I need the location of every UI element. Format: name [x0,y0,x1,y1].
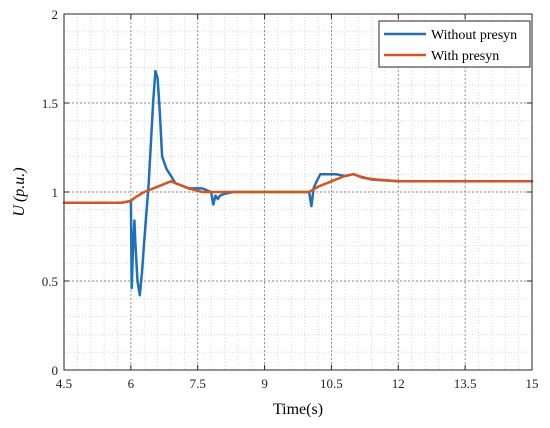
y-axis-label-unit: (p.u.) [11,167,28,202]
x-tick-label: 6 [128,376,135,391]
x-tick-label: 12 [392,376,405,391]
x-tick-label: 10.5 [320,376,343,391]
x-tick-label: 9 [261,376,268,391]
y-axis-label: U (p.u.) [11,167,28,216]
series-layer [62,69,534,297]
x-axis-label: Time(s) [273,401,323,418]
legend: Without presyn With presyn [378,20,531,68]
y-tick-label: 0 [52,363,59,378]
y-tick-label: 1 [52,185,59,200]
legend-box [378,20,531,68]
y-tick-label: 1.5 [42,96,58,111]
x-axis: 4.5 6 7.5 9 10.5 12 13.5 15 [56,14,539,391]
series-line-without-presyn [62,69,534,297]
x-tick-label: 7.5 [190,376,206,391]
y-axis-label-main: U [11,204,28,217]
y-tick-label: 2 [52,7,59,22]
legend-label-with-presyn: With presyn [431,49,499,64]
legend-label-without-presyn: Without presyn [431,28,517,43]
y-axis: 0 0.5 1 1.5 2 [42,7,532,378]
series-line-with-presyn [62,172,534,204]
x-tick-label: 15 [526,376,539,391]
y-tick-label: 0.5 [42,274,58,289]
x-tick-label: 4.5 [56,376,72,391]
x-tick-label: 13.5 [454,376,477,391]
